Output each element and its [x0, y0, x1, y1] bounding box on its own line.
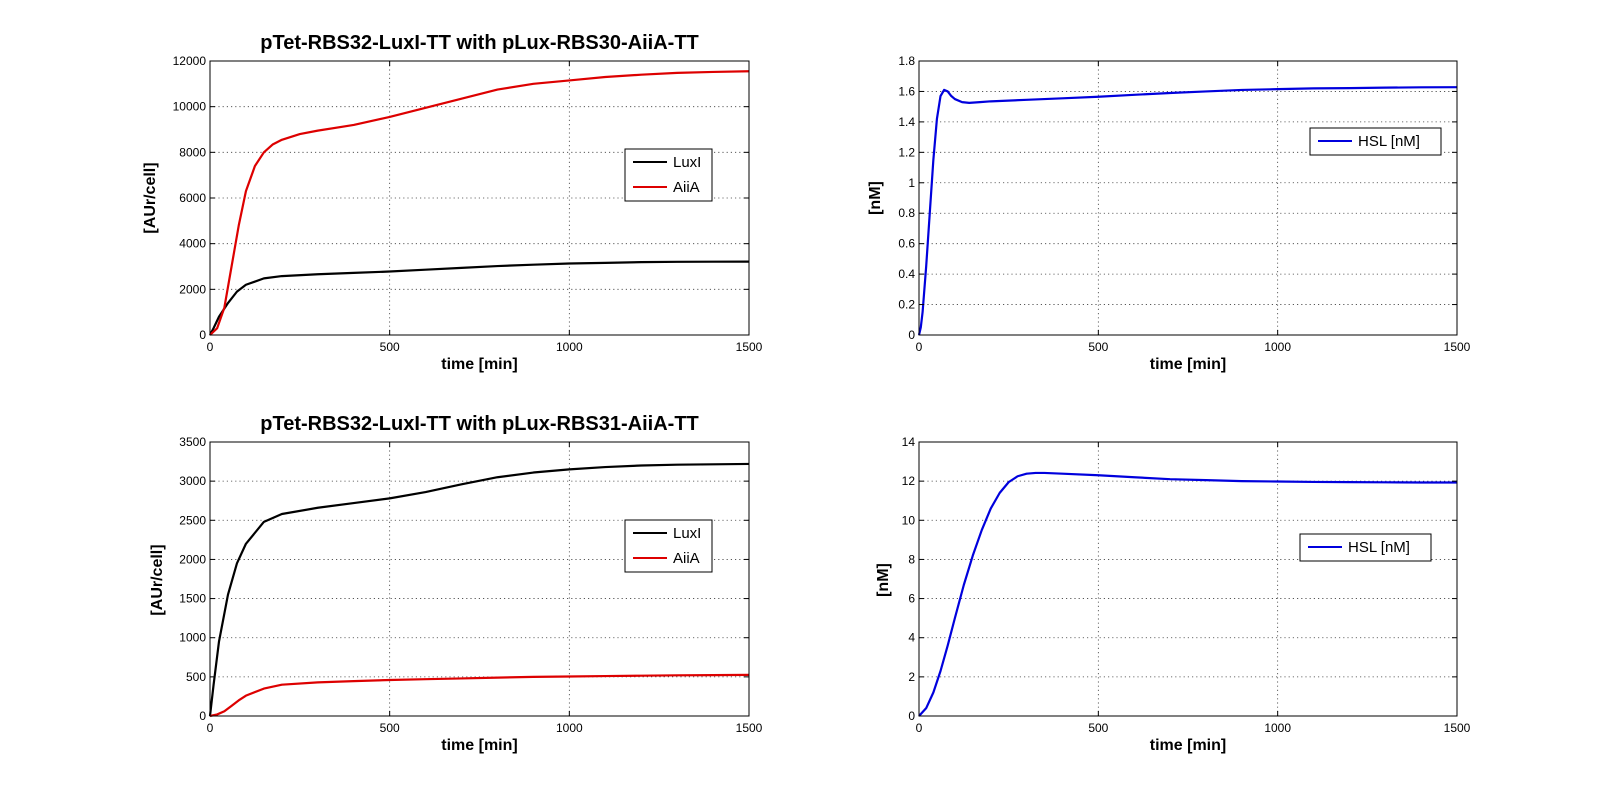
y-tick-label: 1.6	[898, 84, 915, 98]
legend: LuxI AiiA	[624, 148, 713, 202]
x-axis-label: time [min]	[441, 737, 517, 754]
x-tick-label: 1000	[556, 340, 583, 354]
y-tick-label: 10	[902, 513, 916, 527]
x-tick-label: 1000	[1264, 340, 1291, 354]
axes-box	[918, 441, 1458, 717]
legend-label: LuxI	[673, 154, 701, 171]
y-tick-label: 0.6	[898, 237, 915, 251]
x-tick-label: 500	[1088, 721, 1108, 735]
legend-label: AiiA	[673, 179, 700, 196]
x-tick-label: 500	[1088, 340, 1108, 354]
chart-title: pTet-RBS32-LuxI-TT with pLux-RBS30-AiiA-…	[260, 32, 699, 54]
y-tick-label: 8000	[179, 145, 206, 159]
legend-label: HSL [nM]	[1348, 539, 1410, 556]
y-tick-label: 2	[908, 670, 915, 684]
y-tick-label: 2500	[179, 513, 206, 527]
y-tick-label: 0.8	[898, 206, 915, 220]
plot-area	[210, 442, 749, 716]
legend-box	[624, 519, 713, 573]
legend: LuxI AiiA	[624, 519, 713, 573]
y-tick-label: 1	[908, 176, 915, 190]
series-line-luxi	[209, 260, 750, 336]
y-tick-label: 500	[186, 670, 206, 684]
y-tick-label: 1500	[179, 592, 206, 606]
x-tick-label: 0	[916, 340, 923, 354]
legend-label: LuxI	[673, 525, 701, 542]
x-tick-label: 500	[380, 340, 400, 354]
y-tick-label: 4000	[179, 237, 206, 251]
series-line-hsl-nm	[917, 86, 1458, 336]
x-tick-label: 1500	[1444, 721, 1471, 735]
y-tick-label: 1000	[179, 631, 206, 645]
y-tick-label: 6000	[179, 191, 206, 205]
series-line-hsl-nm	[918, 471, 1457, 717]
chart-1: 0 500 1000 1500 0 2000 4000 6000 8000 10000 12000 p…	[142, 32, 763, 373]
y-axis-label: [AUr/cell]	[142, 162, 159, 233]
y-tick-label: 0.4	[898, 267, 915, 281]
x-axis-label: time [min]	[441, 356, 517, 373]
x-tick-label: 0	[916, 721, 923, 735]
y-tick-label: 6	[908, 592, 915, 606]
x-tick-label: 1500	[1444, 340, 1471, 354]
chart-title: pTet-RBS32-LuxI-TT with pLux-RBS31-AiiA-…	[260, 413, 699, 435]
legend: HSL [nM]	[1309, 127, 1442, 156]
y-tick-label: 10000	[173, 100, 207, 114]
plot-area	[919, 442, 1457, 716]
legend: HSL [nM]	[1299, 533, 1432, 562]
x-tick-label: 1500	[736, 721, 763, 735]
series-line-luxi	[208, 462, 750, 717]
y-tick-label: 8	[908, 552, 915, 566]
y-axis-label: [nM]	[875, 563, 892, 597]
y-tick-label: 0	[908, 328, 915, 342]
x-tick-label: 0	[207, 340, 214, 354]
chart-3: 0 500 1000 1500 0 500 1000 1500 2000 2500 3000 3500…	[149, 413, 763, 754]
y-tick-label: 1.2	[898, 145, 915, 159]
y-tick-label: 0.2	[898, 298, 915, 312]
plot-area	[919, 61, 1457, 335]
legend-box	[624, 148, 713, 202]
y-tick-label: 0	[199, 328, 206, 342]
y-tick-label: 12	[902, 474, 916, 488]
x-tick-label: 1000	[1264, 721, 1291, 735]
y-tick-label: 0	[908, 709, 915, 723]
y-tick-label: 3500	[179, 435, 206, 449]
y-tick-label: 12000	[173, 54, 207, 68]
y-tick-label: 4	[908, 631, 915, 645]
x-tick-label: 500	[380, 721, 400, 735]
y-tick-label: 14	[902, 435, 916, 449]
x-axis-label: time [min]	[1150, 737, 1226, 754]
x-tick-label: 1500	[736, 340, 763, 354]
y-tick-label: 0	[199, 709, 206, 723]
y-axis-label: [nM]	[867, 181, 884, 215]
x-tick-label: 0	[207, 721, 214, 735]
y-tick-label: 1.4	[898, 115, 915, 129]
chart-2: 0 500 1000 1500 0 0.2 0.4 0.6 0.8 1 1.2 1.4 1.6 1.8 ti…	[867, 54, 1471, 373]
y-tick-label: 3000	[179, 474, 206, 488]
x-axis-label: time [min]	[1150, 356, 1226, 373]
axes-box	[918, 60, 1458, 336]
series-line-aiia	[209, 673, 750, 718]
chart-4: 0 500 1000 1500 0 2 4 6 8 10 12 14 time [min] [nM] HSL…	[875, 435, 1471, 754]
axes-box	[209, 441, 750, 717]
x-tick-label: 1000	[556, 721, 583, 735]
series-line-aiia	[209, 70, 750, 336]
y-axis-label: [AUr/cell]	[149, 544, 166, 615]
legend-label: AiiA	[673, 550, 700, 567]
y-tick-label: 1.8	[898, 54, 915, 68]
legend-label: HSL [nM]	[1358, 133, 1420, 150]
y-tick-label: 2000	[179, 282, 206, 296]
y-tick-label: 2000	[179, 552, 206, 566]
